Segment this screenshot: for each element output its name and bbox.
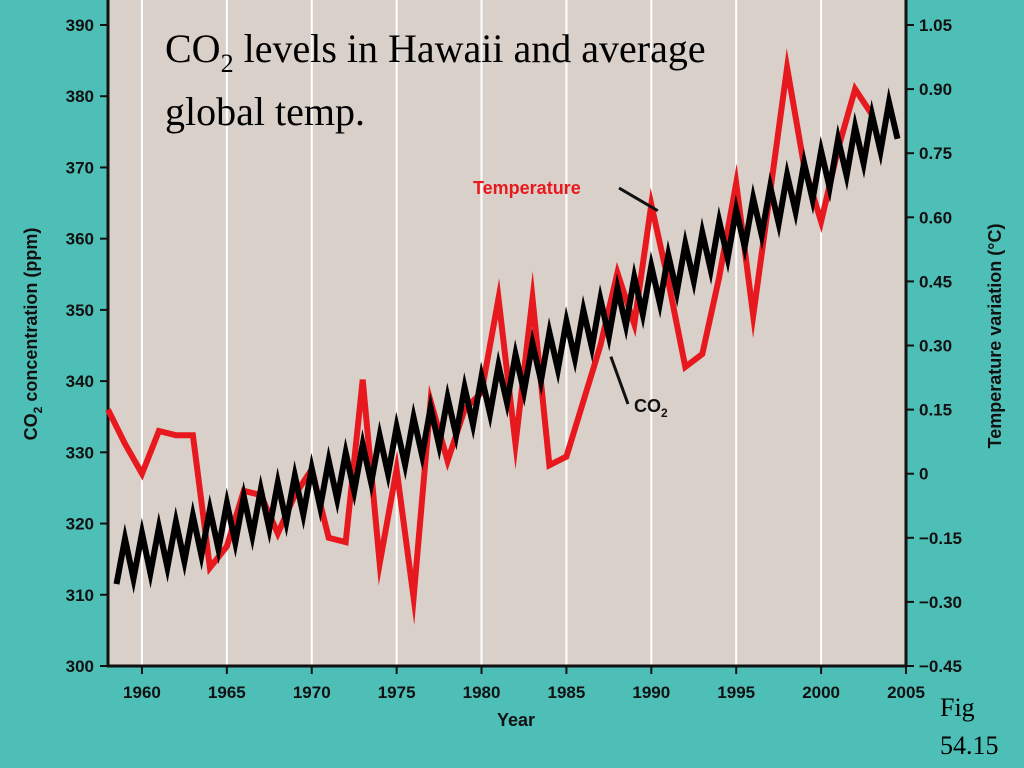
y-left-tick-label: 320 [66, 515, 94, 534]
x-tick-label: 2000 [802, 683, 840, 702]
x-tick-label: 2005 [887, 683, 925, 702]
x-tick-label: 1985 [548, 683, 586, 702]
x-tick-label: 1965 [208, 683, 246, 702]
plot-area [108, 0, 906, 666]
y-right-tick-label: 0.75 [919, 144, 952, 163]
y-right-tick-label: 0.45 [919, 272, 952, 291]
y-axis-right-title: Temperature variation (°C) [985, 224, 1005, 449]
y-right-tick-label: 0.30 [919, 337, 952, 356]
y-left-tick-label: 340 [66, 372, 94, 391]
y-left-tick-label: 350 [66, 301, 94, 320]
y-right-tick-label: 0.60 [919, 208, 952, 227]
x-tick-label: 1990 [632, 683, 670, 702]
co2-line [113, 87, 901, 595]
y-right-tick-label: −0.45 [919, 657, 962, 676]
y-right-tick-label: 0.15 [919, 401, 952, 420]
y-left-tick-label: 370 [66, 158, 94, 177]
x-tick-label: 1975 [378, 683, 416, 702]
y-left-tick-label: 360 [66, 230, 94, 249]
co2-label-leader [609, 356, 630, 405]
y-left-tick-label: 300 [66, 657, 94, 676]
x-axis-title: Year [497, 710, 535, 730]
x-tick-label: 1970 [293, 683, 331, 702]
y-right-tick-label: −0.30 [919, 593, 962, 612]
y-left-tick-label: 310 [66, 586, 94, 605]
y-axis-left-title: CO2 concentration (ppm) [21, 228, 45, 441]
x-tick-label: 1980 [463, 683, 501, 702]
x-tick-label: 1960 [123, 683, 161, 702]
y-right-tick-label: 0 [919, 465, 928, 484]
figure-caption: Fig 54.15 [940, 693, 999, 760]
co2-label: CO2 [634, 396, 668, 420]
y-right-tick-label: 1.05 [919, 16, 952, 35]
y-left-tick-label: 330 [66, 443, 94, 462]
y-left-tick-label: 380 [66, 87, 94, 106]
y-right-tick-label: 0.90 [919, 80, 952, 99]
y-right-tick-label: −0.15 [919, 529, 962, 548]
y-left-tick-label: 390 [66, 16, 94, 35]
temperature-label-leader [618, 186, 659, 213]
temperature-label: Temperature [473, 178, 581, 198]
x-tick-label: 1995 [717, 683, 755, 702]
slide-title: CO2 levels in Hawaii and average global t… [165, 26, 706, 134]
